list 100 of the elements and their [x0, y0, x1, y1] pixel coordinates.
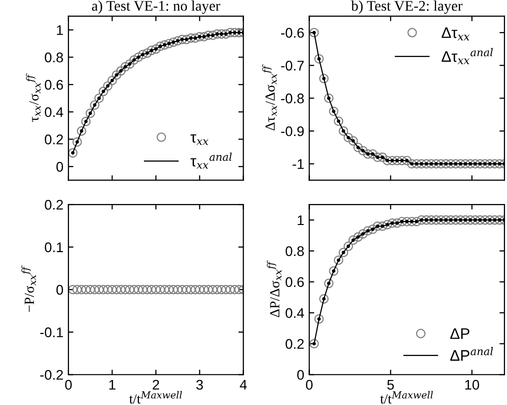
point [344, 242, 354, 251]
point [485, 215, 495, 225]
point [164, 38, 174, 48]
point [402, 156, 412, 166]
point [475, 215, 485, 225]
point [456, 159, 466, 169]
point [212, 29, 222, 39]
point [138, 50, 148, 60]
point [372, 221, 382, 231]
point [466, 215, 476, 225]
y-tick-label: 0 [56, 284, 64, 295]
point [194, 32, 204, 42]
y-tick-label: -0.9 [281, 126, 304, 136]
point [142, 48, 152, 58]
point [190, 33, 200, 43]
point [416, 215, 426, 225]
point [441, 159, 451, 169]
point [314, 54, 324, 64]
point [107, 76, 117, 86]
point [358, 146, 368, 156]
x-axis-title: t/t$^{Maxwell}$ [380, 391, 433, 404]
point [98, 86, 108, 96]
y-axis-title: Δτ$_{xx}$/Δσ$_{xx}$$^{ff}$ [262, 64, 277, 130]
point [392, 156, 402, 166]
point [234, 28, 244, 38]
point [151, 44, 161, 54]
point [348, 136, 358, 146]
y-axis-title: ΔP/Δσ$_{xx}$$^{ff}$ [266, 260, 282, 318]
y-tick-label: 1 [298, 215, 304, 226]
point [436, 215, 446, 225]
point [309, 28, 319, 38]
legend-label: ΔP$^{anal}$ [450, 347, 493, 361]
legend-label: τ$_{xx}$ [190, 134, 208, 145]
point [353, 232, 363, 242]
x-tick-label: 1 [109, 380, 116, 390]
point [208, 30, 218, 40]
chart-title: a) Test VE-1: no layer [92, 0, 220, 14]
point [407, 216, 416, 226]
point [422, 159, 432, 169]
chart-title: b) Test VE-2: layer [351, 0, 462, 14]
point [324, 278, 334, 288]
point [460, 215, 470, 225]
point [348, 235, 358, 245]
point [199, 32, 209, 42]
y-tick-label: 0.6 [44, 80, 63, 90]
y-tick-label: 0.2 [286, 339, 304, 349]
point [173, 36, 182, 46]
y-axis-title: −P/σ$_{xx}$$^{ff}$ [21, 266, 36, 312]
point [319, 294, 329, 304]
point [397, 156, 407, 166]
point [368, 224, 378, 234]
point [470, 215, 480, 225]
y-tick-label: -1 [292, 159, 304, 169]
point [382, 156, 392, 166]
point [397, 216, 407, 226]
point [182, 34, 192, 44]
point [436, 159, 446, 169]
point [358, 229, 368, 239]
point [494, 159, 504, 169]
point [168, 37, 178, 47]
point [412, 159, 422, 169]
y-tick-label: 0.8 [286, 246, 304, 256]
x-tick-label: 3 [196, 380, 203, 390]
point [456, 215, 466, 225]
point [368, 149, 378, 159]
point [378, 152, 388, 162]
point [112, 70, 122, 80]
point [485, 159, 495, 169]
point [314, 314, 324, 324]
point [226, 28, 235, 38]
point [441, 215, 451, 225]
point [392, 218, 402, 228]
point [328, 266, 338, 276]
point [372, 152, 382, 162]
x-tick-label: 5 [387, 380, 394, 390]
x-tick-label: 0 [306, 380, 313, 390]
point [129, 55, 139, 65]
point [81, 116, 91, 126]
point [402, 216, 412, 226]
point [363, 149, 373, 159]
y-tick-label: 0.1 [44, 242, 63, 252]
point [470, 159, 480, 169]
point [76, 126, 86, 136]
point [490, 215, 500, 225]
point [309, 338, 319, 348]
y-tick-label: 0.2 [44, 134, 63, 144]
point [72, 137, 82, 147]
y-tick-label: 0.4 [286, 308, 304, 318]
point [68, 148, 78, 158]
point [450, 159, 460, 169]
point [134, 52, 144, 62]
point [422, 215, 432, 225]
point [426, 159, 436, 169]
y-tick-label: -0.8 [281, 94, 304, 104]
point [230, 28, 240, 38]
x-axis-title: t/t$^{Maxwell}$ [129, 391, 182, 404]
point [388, 218, 397, 228]
point [334, 255, 344, 265]
point [475, 159, 485, 169]
point [446, 159, 456, 169]
